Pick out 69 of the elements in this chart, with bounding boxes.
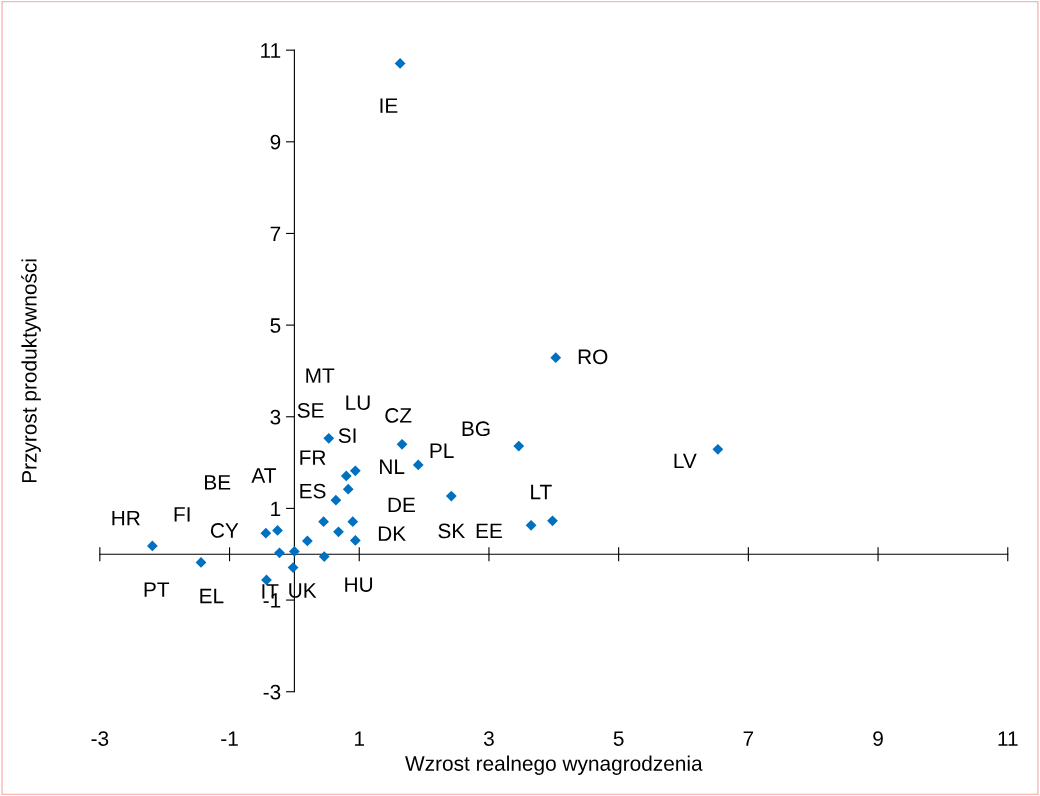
y-tick-label: 7 — [270, 226, 281, 241]
point — [445, 490, 457, 502]
annotation: BE — [205, 475, 231, 490]
point — [349, 465, 361, 477]
x-tick-label: 5 — [613, 731, 624, 746]
annotation: BG — [462, 421, 490, 437]
point — [347, 516, 359, 528]
annotation: HU — [345, 577, 373, 592]
x-tick-label: 11 — [998, 731, 1018, 746]
annotation: CZ — [385, 408, 412, 423]
annotation: EL — [200, 588, 224, 604]
annotation: FI — [174, 507, 190, 522]
point — [274, 547, 285, 559]
point — [323, 432, 335, 444]
x-tick-label: 9 — [873, 731, 883, 746]
point — [525, 519, 537, 531]
y-axis-title: Przyrost produktywności — [21, 259, 41, 483]
x-tick-label: 1 — [355, 731, 365, 746]
annotation: LV — [674, 453, 697, 468]
point — [146, 540, 158, 552]
point — [289, 546, 300, 557]
annotation: CY — [210, 523, 239, 538]
y-tick-label: 11 — [261, 43, 281, 58]
x-axis-title: Wzrost realnego wynagrodzenia — [405, 755, 703, 776]
annotation: DK — [378, 526, 406, 541]
annotation: DE — [388, 497, 415, 512]
point — [712, 443, 724, 455]
x-tick-label: 3 — [483, 731, 494, 746]
point — [260, 527, 272, 539]
x-tick-label: -1 — [221, 731, 238, 746]
y-tick-label: 3 — [270, 409, 281, 425]
annotation: MT — [306, 368, 335, 383]
x-tick-label: 7 — [743, 731, 754, 746]
annotation: SI — [338, 428, 356, 443]
point — [301, 535, 313, 547]
point — [333, 526, 344, 538]
y-tick-label: 9 — [270, 134, 281, 150]
point — [342, 483, 354, 495]
annotation: ES — [300, 483, 326, 499]
x-tick-label: -3 — [91, 731, 109, 746]
annotation: LU — [346, 395, 370, 410]
point — [330, 494, 342, 506]
point — [513, 440, 525, 452]
annotation: NL — [380, 459, 405, 474]
annotation: HR — [112, 510, 140, 526]
point — [287, 562, 299, 573]
y-tick-label: 1 — [271, 501, 281, 516]
annotation: EE — [476, 523, 502, 539]
point — [349, 535, 361, 546]
point — [340, 470, 352, 482]
point — [396, 438, 408, 450]
point — [547, 515, 558, 527]
point — [318, 551, 330, 562]
point — [318, 516, 329, 528]
y-tick-label: -3 — [263, 684, 281, 700]
annotation: PL — [430, 443, 454, 458]
point — [412, 459, 424, 471]
annotation: FR — [300, 450, 326, 465]
point — [272, 525, 283, 536]
annotation: SE — [297, 403, 324, 418]
point — [550, 352, 562, 364]
annotation: SK — [438, 523, 465, 539]
y-tick-label: 5 — [270, 318, 281, 333]
annotation: AT — [251, 468, 276, 483]
annotation: IE — [380, 98, 398, 113]
annotation: LT — [531, 484, 552, 500]
annotation: RO — [578, 349, 608, 365]
point — [394, 58, 406, 69]
annotation: PT — [144, 582, 170, 597]
